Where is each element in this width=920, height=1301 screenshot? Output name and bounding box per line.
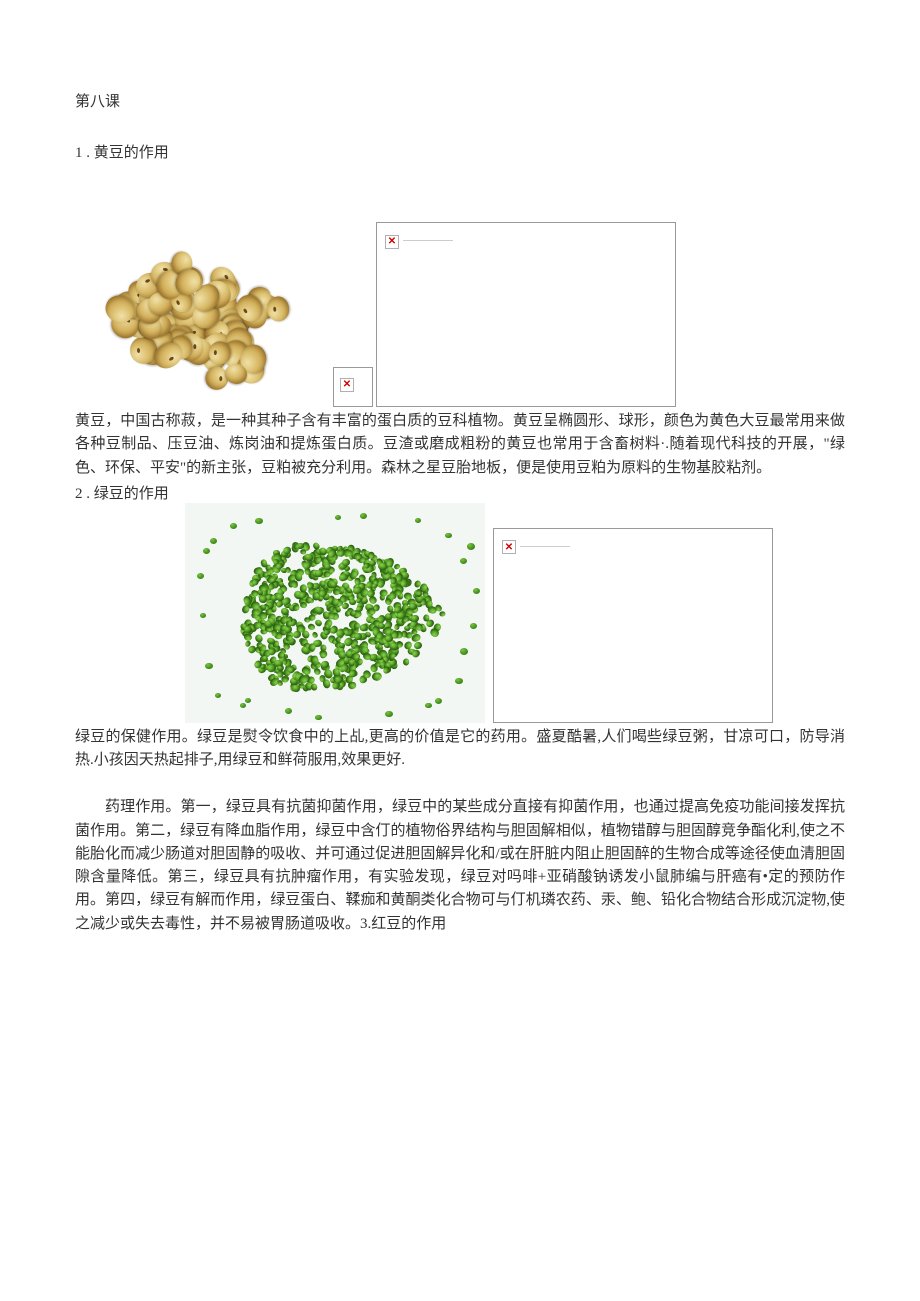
broken-image-icon: ✕ <box>502 540 516 554</box>
section-2-images: ✕ <box>185 503 845 723</box>
broken-image-large-1: ✕ <box>376 222 676 407</box>
broken-image-line <box>403 240 453 241</box>
lesson-title: 第八课 <box>75 90 845 111</box>
section-2-paragraph-2: 药理作用。第一，绿豆具有抗菌抑菌作用，绿豆中的某些成分直接有抑菌作用，也通过提高… <box>75 796 845 936</box>
broken-image-small: ✕ <box>333 367 373 407</box>
soybean-image <box>75 197 335 407</box>
section-1-images: ✕ ✕ <box>75 197 845 407</box>
broken-image-icon: ✕ <box>385 235 399 249</box>
section-2-paragraph-1: 绿豆的保健作用。绿豆是熨令饮食中的上乩,更高的价值是它的药用。盛夏酷暑,人们喝些… <box>75 726 845 773</box>
broken-image-line <box>520 546 570 547</box>
section-1-heading: 1 . 黄豆的作用 <box>75 141 845 162</box>
broken-image-icon: ✕ <box>340 378 354 392</box>
section-1-paragraph: 黄豆，中国古称菽，是一种其种子含有丰富的蛋白质的豆科植物。黄豆呈椭圆形、球形，颜… <box>75 410 845 480</box>
broken-image-large-2: ✕ <box>493 528 773 723</box>
mungbean-image <box>185 503 485 723</box>
section-2-heading: 2 . 绿豆的作用 <box>75 482 845 503</box>
